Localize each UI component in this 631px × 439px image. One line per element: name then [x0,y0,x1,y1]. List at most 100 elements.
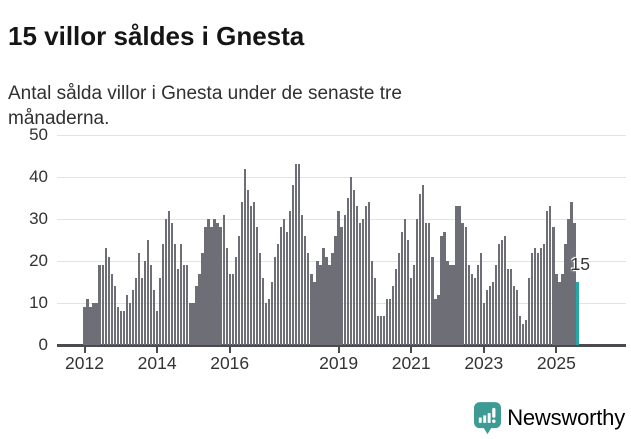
bar [319,265,322,345]
bar [570,202,573,345]
bar [334,235,337,345]
bar [382,315,386,345]
bar [400,231,404,345]
bar [146,240,150,345]
bar [476,265,479,345]
bar [168,210,171,345]
bar [391,286,395,345]
bar [304,235,307,345]
bar [428,223,431,345]
bar [231,273,234,345]
bar [379,315,383,345]
bar [313,282,316,345]
bar [373,277,377,345]
bar [367,202,370,345]
bar [104,248,107,345]
bar [458,206,461,345]
bar [252,202,256,345]
bar [452,265,455,345]
bar [301,214,304,345]
bar [528,277,531,345]
x-axis-tick-label: 2021 [391,353,431,373]
bar [494,265,498,345]
bar [174,244,177,345]
bar [131,290,135,345]
bar [455,206,458,345]
bar [89,307,92,345]
bar [352,189,355,345]
bar [573,223,576,345]
bar [162,244,165,345]
bar [267,298,271,345]
x-axis-tick [410,346,413,353]
bar [198,273,201,345]
bar [361,219,364,345]
bar [546,210,549,345]
bar [552,227,555,345]
bar [543,244,546,345]
bar [261,277,265,345]
bar [177,269,180,345]
bar [213,219,216,345]
bar [286,231,289,345]
bar [279,227,283,345]
x-axis-tick-label: 2014 [137,353,177,373]
bar [189,303,192,345]
bar [525,319,528,345]
bar [289,210,292,345]
bar [410,277,413,345]
bar [83,307,86,345]
bar [537,252,540,345]
bar [204,227,207,345]
bar [273,256,277,345]
bar [298,164,301,345]
bar [349,177,352,345]
bar-chart: 0 10 20 30 40 50 2012 2014 2016 2019 2021 2023 2025 [29,125,626,373]
x-axis-tick [337,346,340,353]
bar [407,240,410,345]
bar [509,269,513,345]
bar [307,252,310,345]
newsworthy-logo[interactable]: Newsworthy [474,401,625,435]
bar [234,256,237,345]
bar [101,265,104,345]
y-axis-tick-label: 0 [38,335,48,354]
bar [98,265,101,345]
bar [388,298,392,345]
x-axis-tick [482,346,485,353]
page-title: 15 villor såldes i Gnesta [8,21,305,52]
bar [86,298,89,345]
bar [316,261,319,345]
bar [207,219,210,345]
bar [482,303,485,345]
bar [143,261,147,345]
bar [385,298,389,345]
bar [165,219,168,345]
bar [155,311,159,345]
bar-chart-speech-bubble-icon [474,401,502,434]
bar [219,227,222,345]
x-axis-tick-label: 2025 [536,353,576,373]
x-axis-line [57,344,626,347]
bar [225,248,228,345]
bar [431,256,434,345]
bar [364,206,367,345]
bar [467,265,470,345]
bar [125,294,128,345]
bar [283,219,286,345]
x-axis-tick-label: 2012 [65,353,104,373]
bar [222,214,225,345]
bar [500,240,504,345]
bar [394,269,398,345]
bar [346,198,349,345]
bar [276,244,280,345]
bar [140,277,144,345]
bar [292,185,295,345]
bar [183,265,186,345]
bar [555,273,558,345]
bar [322,248,325,345]
bar [295,164,298,345]
bar [210,227,213,345]
logo-text: Newsworthy [507,405,625,430]
y-axis-tick-label: 20 [29,251,48,270]
